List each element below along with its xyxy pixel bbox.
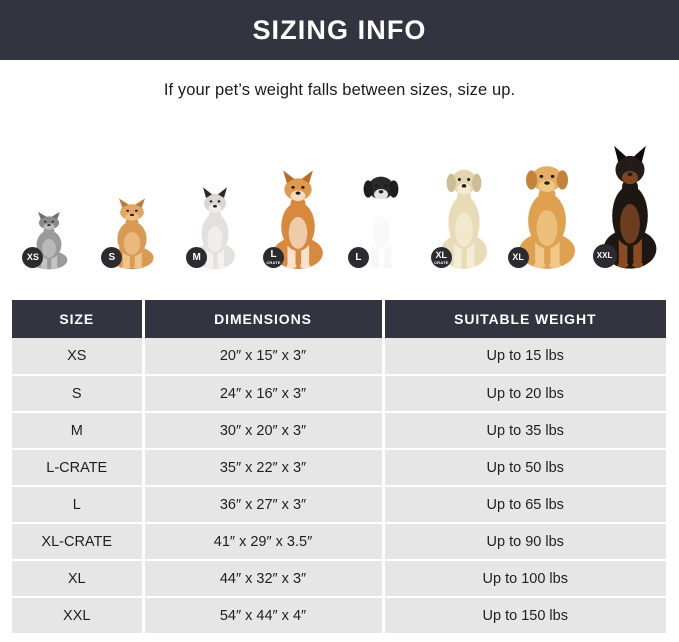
- table-header-row: SIZE DIMENSIONS SUITABLE WEIGHT: [12, 300, 666, 338]
- animal-cell-l-crate: L CRATE: [257, 120, 340, 270]
- size-badge-xl: XL: [507, 247, 529, 268]
- size-badge-xs: XS: [22, 247, 44, 268]
- table-row: L 36″ x 27″ x 3″ Up to 65 lbs: [12, 486, 666, 524]
- table-row: XL 44″ x 32″ x 3″ Up to 100 lbs: [12, 560, 666, 598]
- animal-cell-xl-crate: XL CRATE: [422, 120, 505, 270]
- cell-size: XL: [12, 560, 145, 598]
- sizing-table-body: XS 20″ x 15″ x 3″ Up to 15 lbs S 24″ x 16″ x…: [12, 338, 666, 635]
- cell-size: L-CRATE: [12, 449, 145, 487]
- size-badge-label: L: [355, 251, 362, 263]
- cell-weight: Up to 20 lbs: [383, 375, 666, 413]
- cell-dimensions: 41″ x 29″ x 3.5″: [143, 523, 385, 561]
- size-badge-m: M: [186, 247, 208, 268]
- animal-cell-m: M: [174, 120, 257, 270]
- pomeranian-dog: S: [101, 194, 159, 270]
- size-badge-label: S: [108, 251, 116, 263]
- cell-size: XL-CRATE: [12, 523, 145, 561]
- table-row: S 24″ x 16″ x 3″ Up to 20 lbs: [12, 375, 666, 413]
- size-badge-xxl: XXL: [592, 244, 617, 268]
- cell-dimensions: 54″ x 44″ x 4″: [143, 597, 385, 635]
- size-badge-label: XXL: [596, 251, 613, 260]
- column-header-size: SIZE: [12, 300, 145, 338]
- cell-weight: Up to 50 lbs: [383, 449, 666, 487]
- size-badge-l-crate: L CRATE: [263, 247, 285, 268]
- cell-size: S: [12, 375, 145, 413]
- table-row: XS 20″ x 15″ x 3″ Up to 15 lbs: [12, 338, 666, 376]
- subtitle-text: If your pet’s weight falls between sizes…: [163, 80, 516, 99]
- animal-size-comparison-row: XS S M L CRATE L XL CRATE XL XXL: [8, 120, 671, 270]
- french-bulldog-illustration: [195, 187, 236, 270]
- cell-dimensions: 24″ x 16″ x 3″: [143, 375, 385, 413]
- size-badge-label: XL: [435, 249, 448, 260]
- cell-size: L: [12, 486, 145, 524]
- shiba-inu-dog-illustration: [273, 170, 323, 269]
- size-badge-label: XS: [26, 252, 39, 262]
- cell-weight: Up to 65 lbs: [383, 486, 666, 524]
- french-bulldog: M: [186, 182, 240, 270]
- doberman-dog-illustration: [603, 145, 656, 269]
- golden-retriever-illustration: [518, 166, 575, 269]
- size-badge-sublabel: CRATE: [434, 259, 449, 265]
- animal-cell-l: L: [340, 120, 423, 270]
- size-badge-l: L: [347, 247, 369, 268]
- animal-cell-s: S: [91, 120, 174, 270]
- cell-weight: Up to 100 lbs: [383, 560, 666, 598]
- shiba-inu-dog: L CRATE: [263, 164, 329, 270]
- golden-retriever: XL: [507, 150, 582, 270]
- column-header-dimensions: DIMENSIONS: [143, 300, 385, 338]
- size-badge-label: L: [270, 249, 277, 260]
- yellow-labrador-illustration: [440, 169, 488, 269]
- subtitle-container: If your pet’s weight falls between sizes…: [0, 60, 679, 120]
- cell-dimensions: 30″ x 20″ x 3″: [143, 412, 385, 450]
- border-collie-dog-illustration: [357, 176, 405, 269]
- cell-size: XXL: [12, 597, 145, 635]
- cell-dimensions: 36″ x 27″ x 3″: [143, 486, 385, 524]
- cell-weight: Up to 90 lbs: [383, 523, 666, 561]
- size-badge-xl-crate: XL CRATE: [430, 247, 452, 268]
- cell-size: M: [12, 412, 145, 450]
- cell-dimensions: 35″ x 22″ x 3″: [143, 449, 385, 487]
- table-row: L-CRATE 35″ x 22″ x 3″ Up to 50 lbs: [12, 449, 666, 487]
- yellow-labrador: XL CRATE: [430, 154, 493, 270]
- table-row: XXL 54″ x 44″ x 4″ Up to 150 lbs: [12, 597, 666, 635]
- title-bar: SIZING INFO: [0, 0, 679, 60]
- cell-weight: Up to 15 lbs: [383, 338, 666, 376]
- cell-size: XS: [12, 338, 145, 376]
- page-title: SIZING INFO: [252, 14, 427, 45]
- cell-weight: Up to 150 lbs: [383, 597, 666, 635]
- size-badge-label: XL: [512, 252, 524, 262]
- cell-dimensions: 20″ x 15″ x 3″: [143, 338, 385, 376]
- table-row: M 30″ x 20″ x 3″ Up to 35 lbs: [12, 412, 666, 450]
- animal-cell-xl: XL: [505, 120, 588, 270]
- gray-tabby-cat: XS: [22, 208, 72, 270]
- column-header-weight: SUITABLE WEIGHT: [383, 300, 666, 338]
- cell-dimensions: 44″ x 32″ x 3″: [143, 560, 385, 598]
- sizing-table: SIZE DIMENSIONS SUITABLE WEIGHT XS 20″ x …: [12, 300, 666, 635]
- sizing-table-header: SIZE DIMENSIONS SUITABLE WEIGHT: [12, 300, 666, 338]
- gray-tabby-cat-illustration: [31, 211, 68, 270]
- doberman-dog: XXL: [592, 138, 663, 270]
- size-badge-sublabel: CRATE: [266, 260, 281, 265]
- size-badge-s: S: [101, 247, 123, 268]
- animal-cell-xxl: XXL: [588, 120, 671, 270]
- table-row: XL-CRATE 41″ x 29″ x 3.5″ Up to 90 lbs: [12, 523, 666, 561]
- cell-weight: Up to 35 lbs: [383, 412, 666, 450]
- size-badge-label: M: [192, 251, 201, 263]
- pomeranian-dog-illustration: [110, 198, 154, 270]
- border-collie-dog: L: [347, 162, 410, 270]
- animal-cell-xs: XS: [8, 120, 91, 270]
